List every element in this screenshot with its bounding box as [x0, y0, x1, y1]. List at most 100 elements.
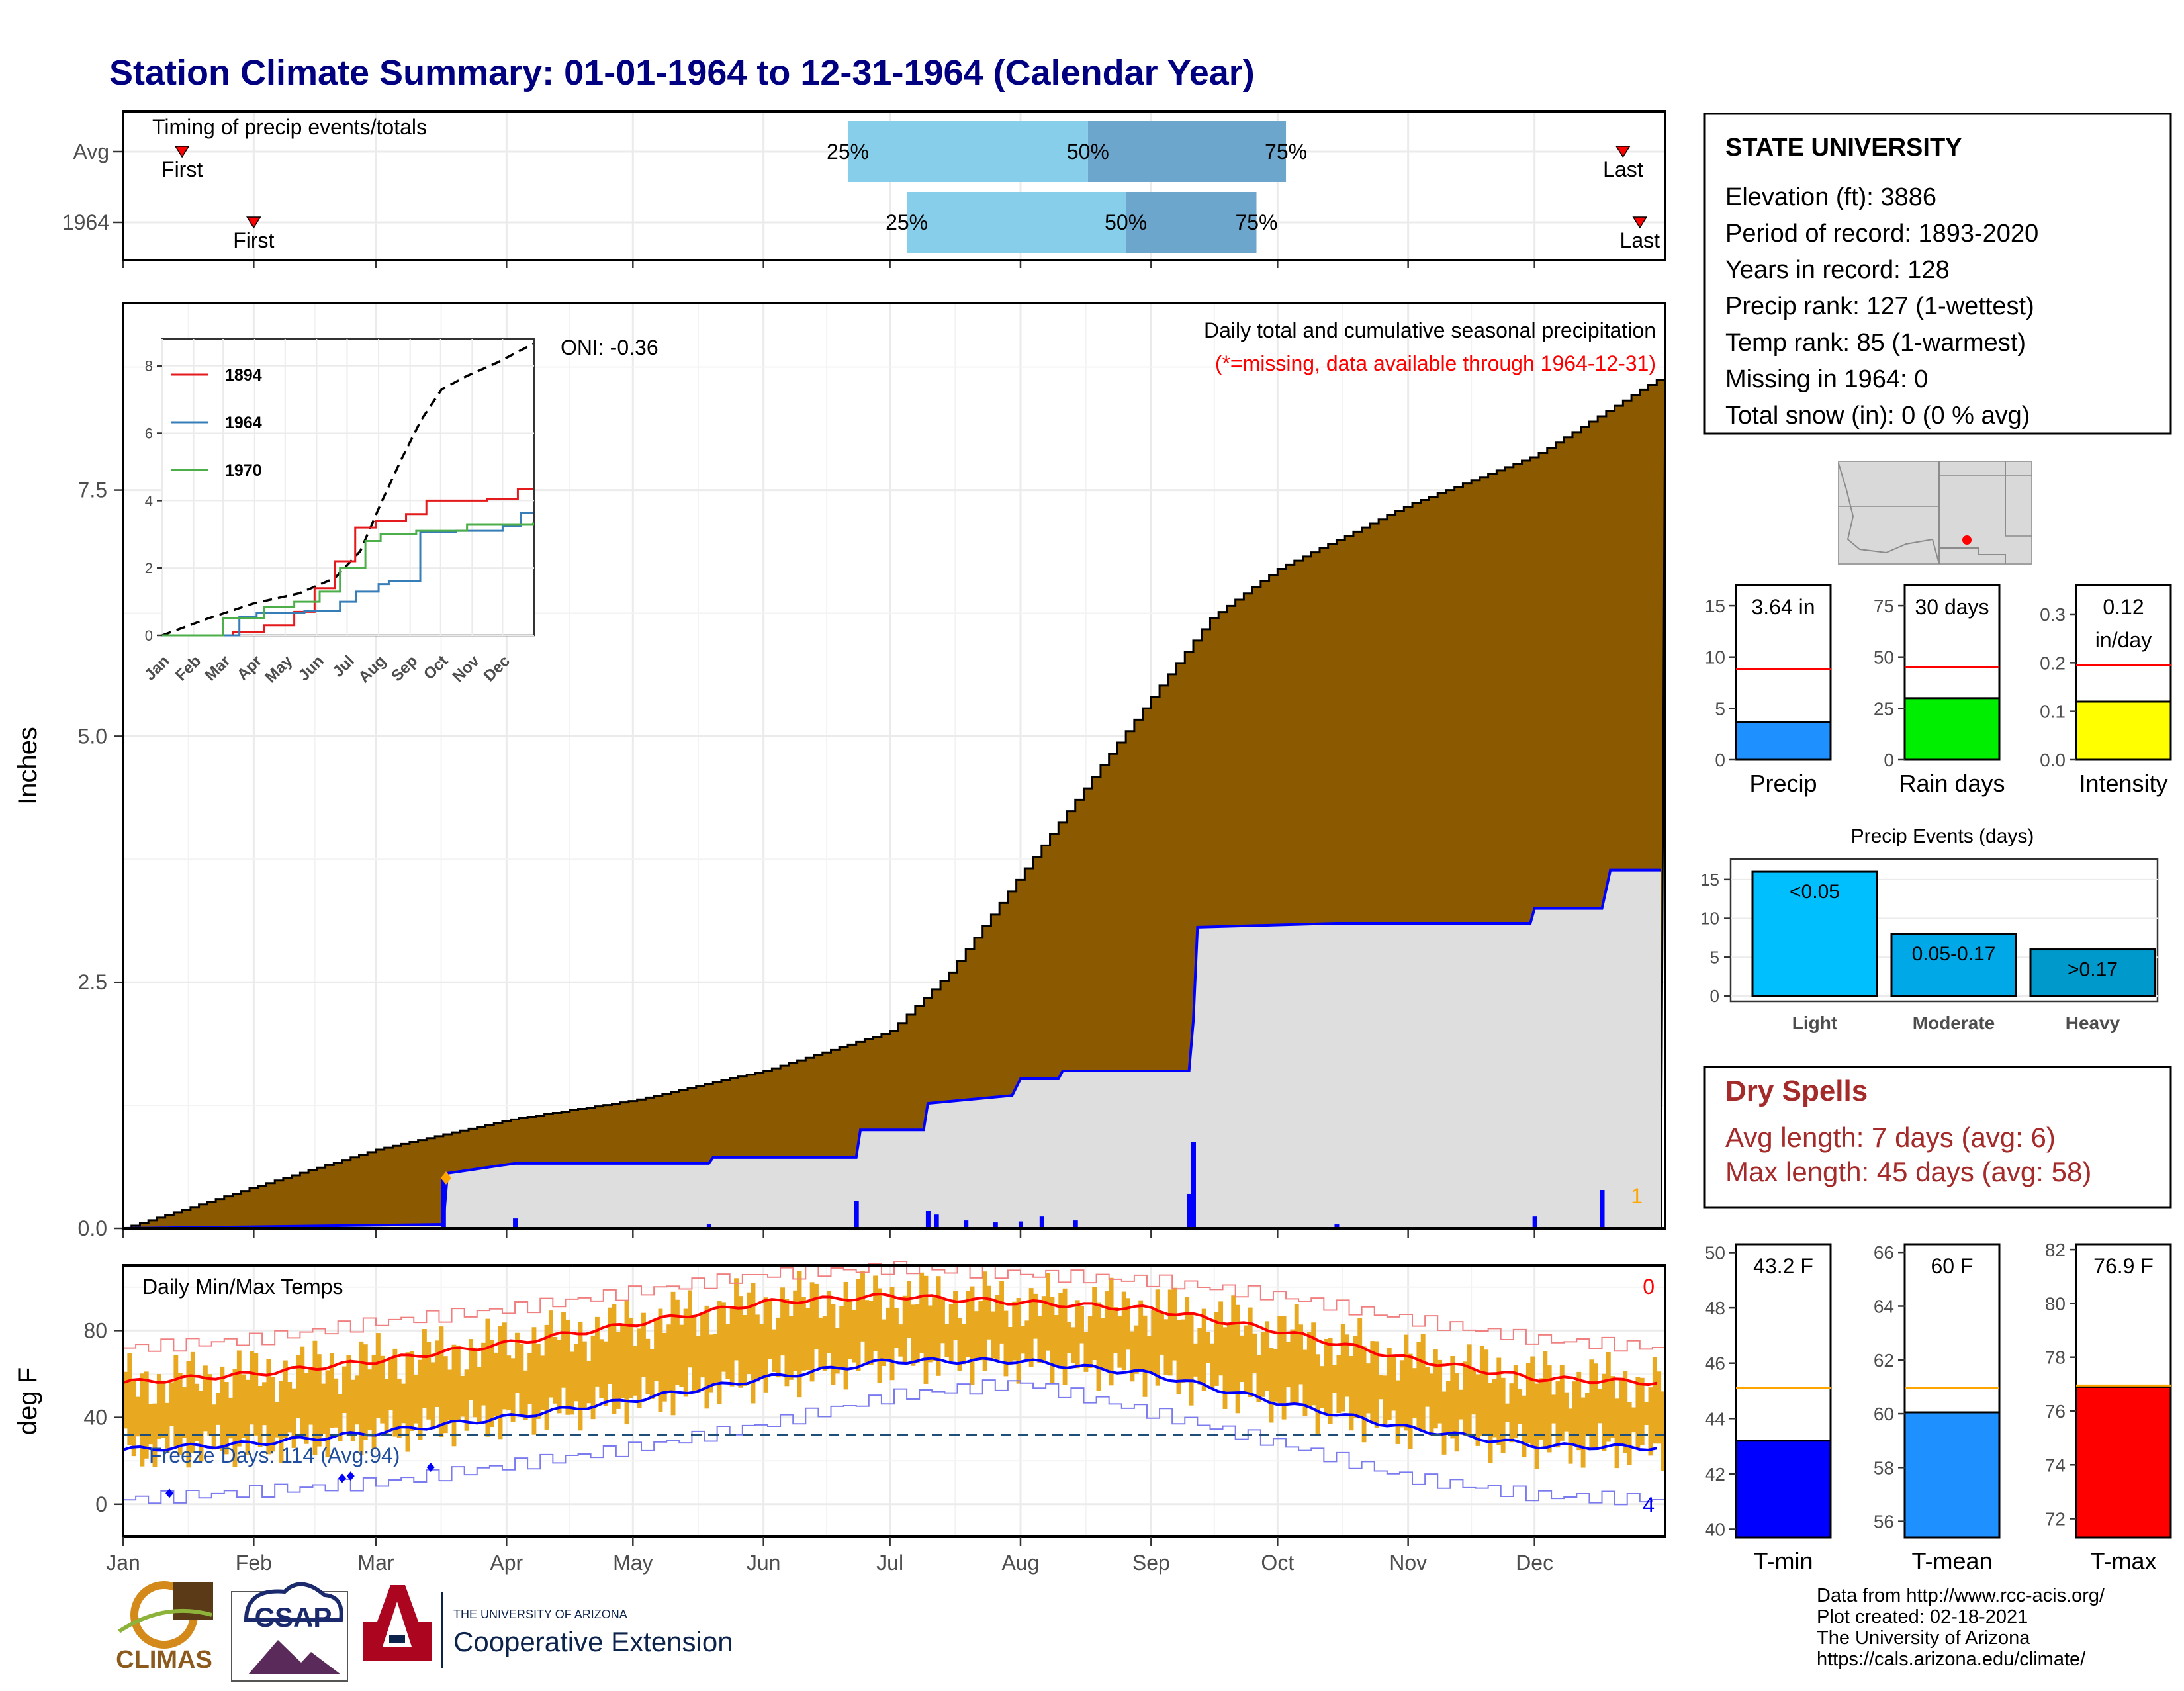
- daily-temp-bar: [232, 1369, 238, 1467]
- daily-temp-bar: [1146, 1336, 1152, 1371]
- timing-box-upper: [1126, 192, 1257, 253]
- daily-temp-bar: [999, 1281, 1005, 1344]
- daily-temp-bar: [1395, 1380, 1400, 1444]
- daily-temp-bar: [1361, 1346, 1367, 1443]
- daily-temp-bar: [923, 1275, 929, 1384]
- ua-logo-line2: Cooperative Extension: [453, 1626, 733, 1657]
- daily-temp-bar: [1319, 1366, 1324, 1408]
- daily-temp-bar: [203, 1365, 208, 1432]
- daily-temp-bar: [1379, 1375, 1383, 1400]
- daily-temp-bar: [692, 1316, 697, 1391]
- daily-temp-bar: [439, 1326, 444, 1438]
- daily-temp-bar: [1353, 1336, 1358, 1418]
- daily-temp-bar: [152, 1403, 158, 1467]
- daily-temp-bar: [1585, 1393, 1590, 1436]
- daily-temp-bar: [734, 1278, 739, 1361]
- daily-temp-bar: [519, 1344, 524, 1416]
- summary-bar-category-label: Precip: [1749, 770, 1817, 797]
- summary-bar-tick-label: 15: [1705, 596, 1725, 616]
- daily-temp-bar: [523, 1370, 528, 1420]
- daily-precip-bar: [1532, 1216, 1537, 1228]
- daily-temp-bar: [704, 1305, 709, 1409]
- daily-temp-bar: [1340, 1324, 1345, 1412]
- daily-temp-bar: [460, 1375, 465, 1417]
- daily-temp-bar: [1286, 1341, 1291, 1388]
- timing-p50-label: 50%: [1105, 210, 1147, 234]
- timing-p75-label: 75%: [1265, 140, 1307, 163]
- summary-bar-tick-label: 44: [1705, 1408, 1725, 1429]
- summary-bar-category-label: T-min: [1754, 1547, 1813, 1575]
- daily-temp-bar: [1530, 1356, 1535, 1446]
- daily-temp-bar: [1518, 1389, 1523, 1424]
- summary-bar-tick-label: 66: [1874, 1242, 1894, 1263]
- summary-bar-value-label: 0.12: [2103, 595, 2144, 619]
- daily-temp-bar: [169, 1382, 174, 1426]
- daily-temp-bar: [1163, 1319, 1169, 1375]
- daily-temp-bar: [843, 1281, 848, 1390]
- daily-temp-bar: [515, 1332, 520, 1394]
- daily-temp-bar: [1492, 1379, 1497, 1438]
- daily-temp-bar: [1252, 1333, 1257, 1373]
- daily-temp-bar: [1226, 1324, 1232, 1393]
- daily-temp-bar: [312, 1340, 318, 1455]
- daily-temp-bar: [1155, 1289, 1160, 1386]
- daily-temp-bar: [961, 1324, 966, 1365]
- daily-temp-bar: [1218, 1301, 1224, 1376]
- daily-temp-bar: [1543, 1351, 1548, 1450]
- summary-bar-tick-label: 0.2: [2040, 653, 2066, 673]
- timing-row-avg-label: Avg: [73, 140, 109, 163]
- first-event-label: First: [233, 228, 274, 252]
- daily-temp-bar: [1210, 1343, 1215, 1389]
- y-tick-label: 5.0: [78, 724, 107, 748]
- daily-temp-bar: [1185, 1297, 1190, 1382]
- daily-temp-bar: [1197, 1328, 1203, 1385]
- daily-temp-bar: [342, 1366, 347, 1414]
- summary-bar-tick-label: 74: [2045, 1455, 2066, 1475]
- csap-logo: CSAP: [231, 1582, 348, 1682]
- timing-panel: 25% 50% 75% First Last 25% 50% 75% First Last Tim…: [62, 110, 1666, 268]
- daily-temp-bar: [1260, 1332, 1265, 1397]
- precip-panel-title: Daily total and cumulative seasonal prec…: [1204, 318, 1656, 342]
- daily-temp-bar: [1580, 1397, 1586, 1468]
- summary-bar-tick-label: 56: [1874, 1512, 1894, 1532]
- daily-temp-bar: [898, 1324, 903, 1357]
- csap-logo-text: CSAP: [255, 1602, 332, 1633]
- daily-temp-bar: [1555, 1381, 1561, 1448]
- daily-temp-bar: [375, 1333, 381, 1418]
- daily-temp-bar: [1020, 1326, 1025, 1354]
- daily-temp-bar: [224, 1382, 229, 1455]
- daily-temp-bar: [873, 1275, 878, 1351]
- inset-series-line: [162, 488, 533, 637]
- daily-temp-bar: [325, 1370, 330, 1457]
- daily-temp-bar: [477, 1367, 482, 1424]
- daily-temp-bar: [182, 1387, 187, 1438]
- daily-temp-bar: [359, 1341, 364, 1455]
- daily-temp-bar: [995, 1295, 1000, 1360]
- location-map: [1838, 461, 2032, 565]
- daily-temp-bar: [759, 1324, 764, 1378]
- summary-bar-tick-label: 0.0: [2040, 750, 2066, 770]
- summary-bar-value-label: 60 F: [1931, 1254, 1973, 1278]
- daily-temp-bar: [329, 1353, 334, 1428]
- daily-temp-bar: [932, 1297, 937, 1361]
- daily-temp-bar: [498, 1326, 503, 1440]
- daily-temp-bar: [1345, 1334, 1350, 1397]
- daily-temp-bar: [907, 1281, 911, 1338]
- daily-temp-bar: [982, 1271, 987, 1371]
- summary-bar-tick-label: 10: [1705, 647, 1725, 668]
- daily-precip-bar: [993, 1222, 998, 1228]
- daily-temp-bar: [1324, 1339, 1329, 1414]
- daily-temp-bar: [1606, 1351, 1611, 1442]
- daily-temp-bar: [1024, 1320, 1030, 1360]
- station-info-line: Missing in 1964: 0: [1725, 365, 1928, 393]
- daily-temp-bar: [1206, 1332, 1210, 1363]
- station-location-marker: [1962, 535, 1972, 545]
- daily-temp-bar: [1244, 1325, 1249, 1394]
- daily-temp-bar: [1391, 1356, 1396, 1411]
- daily-temp-bar: [1648, 1387, 1653, 1456]
- last-event-label: Last: [1620, 228, 1661, 252]
- daily-temp-bar: [1028, 1288, 1034, 1367]
- month-label: Dec: [1516, 1551, 1553, 1575]
- summary-bar-value-label: 3.64 in: [1751, 595, 1815, 619]
